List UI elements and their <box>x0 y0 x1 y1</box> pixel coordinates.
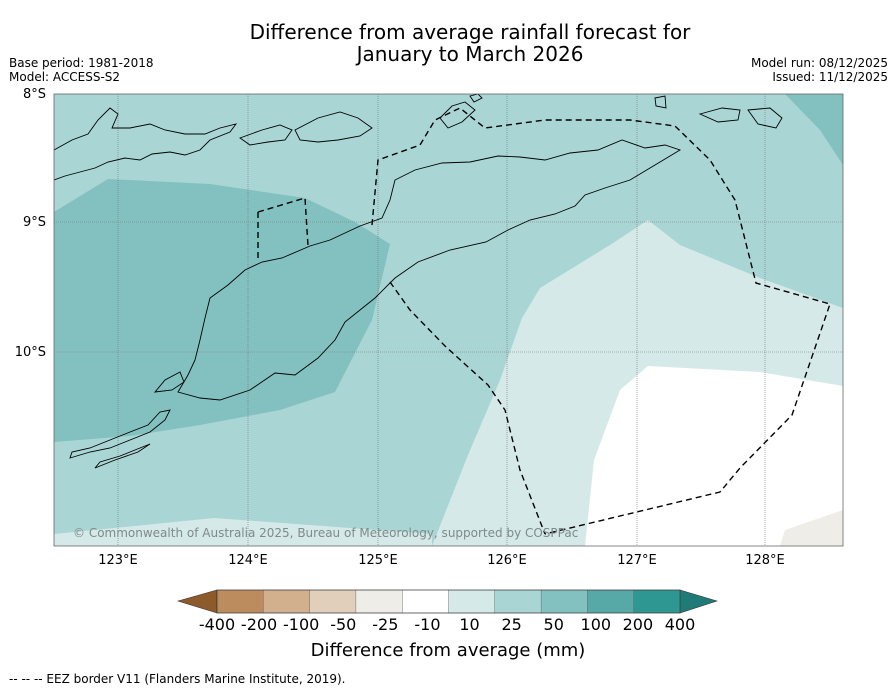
colorbar-tick-label: 200 <box>622 615 654 634</box>
graticule <box>54 94 843 546</box>
eez-timor-leste <box>371 107 831 535</box>
map-title-line2: January to March 2026 <box>356 42 584 66</box>
model-run: Model run: 08/12/2025 <box>750 56 888 70</box>
field-neutral <box>585 366 843 546</box>
colorbar-tick-label: 10 <box>459 615 480 634</box>
lat-label-10s: 10°S <box>14 345 46 360</box>
colorbar-tick-label: 25 <box>501 615 522 634</box>
colorbar-frame <box>216 589 681 614</box>
field-dry-corner <box>780 510 843 546</box>
colorbar <box>176 589 719 614</box>
issued-date: Issued: 11/12/2025 <box>772 70 888 84</box>
model-name: Model: ACCESS-S2 <box>9 70 121 84</box>
colorbar-swatch <box>633 589 681 614</box>
lat-label-8s: 8°S <box>22 87 46 102</box>
lon-label-128e: 128°E <box>745 553 785 568</box>
colorbar-swatch <box>216 589 264 614</box>
coast-alor-b <box>294 111 373 143</box>
coast-babar-a <box>698 107 741 123</box>
colorbar-tick-label: 400 <box>664 615 696 634</box>
eez-oecusse <box>257 197 309 247</box>
eez-footnote: -- -- -- EEZ border V11 (Flanders Marine… <box>9 672 346 686</box>
rainfall-anomaly-fields <box>54 94 843 546</box>
coast-islet-n <box>654 95 667 109</box>
copyright-notice: © Commonwealth of Australia 2025, Bureau… <box>73 526 579 540</box>
field-50-100-west <box>54 179 390 442</box>
meta-right: Model run: 08/12/2025 Issued: 11/12/2025 <box>751 56 888 84</box>
eez-west-boundary <box>389 281 546 535</box>
colorbar-tick-label: -400 <box>198 615 236 634</box>
coast-semau <box>153 371 185 393</box>
lat-label-9s: 9°S <box>22 215 46 230</box>
coast-islet <box>94 443 151 469</box>
coast-wetar-west <box>439 101 476 129</box>
lon-label-127e: 127°E <box>617 553 657 568</box>
colorbar-swatch <box>263 589 311 614</box>
base-period: Base period: 1981-2018 <box>9 56 154 70</box>
meta-left: Base period: 1981-2018 Model: ACCESS-S2 <box>9 56 154 84</box>
coast-babar-b <box>747 107 783 129</box>
coast-rote <box>69 409 171 459</box>
coast-alor-a <box>239 124 293 146</box>
colorbar-tick-label: -200 <box>240 615 278 634</box>
colorbar-swatch <box>355 589 403 614</box>
colorbar-title: Difference from average (mm) <box>310 640 586 661</box>
colorbar-extend-high <box>679 589 719 614</box>
coast-timor <box>177 139 682 401</box>
colorbar-extend-low <box>176 589 218 614</box>
colorbar-swatch <box>402 589 450 614</box>
eez-borders <box>257 107 831 535</box>
lon-label-125e: 125°E <box>358 553 398 568</box>
colorbar-tick-label: 100 <box>580 615 612 634</box>
colorbar-tick-label: -25 <box>372 615 399 634</box>
map-frame <box>53 93 844 547</box>
colorbar-swatches <box>216 589 681 614</box>
colorbar-swatch <box>540 589 589 614</box>
field-50-100-ne <box>785 94 843 165</box>
field-bottom-strip <box>54 518 432 546</box>
colorbar-swatch <box>309 589 357 614</box>
colorbar-swatch <box>494 589 542 614</box>
lon-label-124e: 124°E <box>228 553 268 568</box>
coast-islet-top <box>469 94 483 103</box>
colorbar-tick-label: -50 <box>330 615 357 634</box>
lon-label-123e: 123°E <box>98 553 138 568</box>
coast-flores <box>54 107 238 181</box>
colorbar-tick-label: -100 <box>283 615 320 634</box>
coastlines <box>54 94 783 469</box>
colorbar-tick-label: -10 <box>414 615 441 634</box>
colorbar-swatch <box>448 589 496 614</box>
lon-label-126e: 126°E <box>487 553 527 568</box>
colorbar-swatch <box>587 589 635 614</box>
colorbar-tick-label: 50 <box>543 615 564 634</box>
map-title-line1: Difference from average rainfall forecas… <box>249 20 691 44</box>
